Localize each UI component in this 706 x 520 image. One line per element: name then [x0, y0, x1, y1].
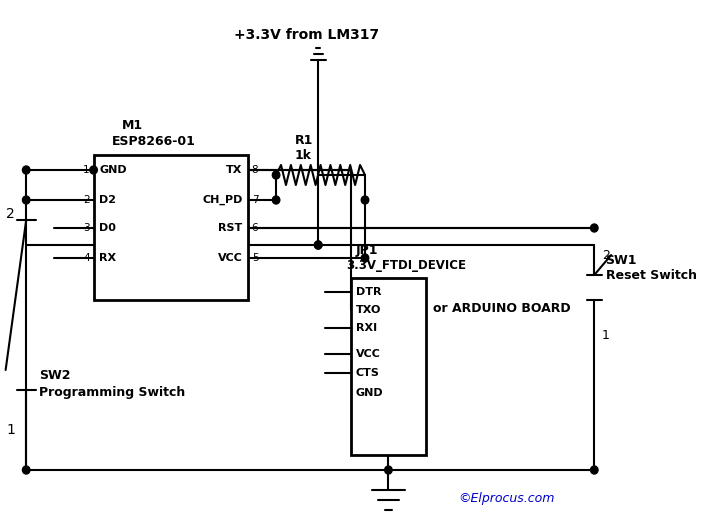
- Text: R1: R1: [295, 134, 313, 147]
- Text: RX: RX: [100, 253, 116, 263]
- Text: VCC: VCC: [356, 349, 381, 359]
- Text: or ARDUINO BOARD: or ARDUINO BOARD: [433, 302, 571, 315]
- Text: Reset Switch: Reset Switch: [606, 268, 697, 281]
- Circle shape: [590, 466, 598, 474]
- Text: SW1: SW1: [606, 254, 637, 267]
- Text: D0: D0: [100, 223, 116, 233]
- Text: +3.3V from LM317: +3.3V from LM317: [234, 28, 379, 42]
- Text: 3: 3: [83, 223, 90, 233]
- Text: ESP8266-01: ESP8266-01: [112, 135, 196, 148]
- Text: 8: 8: [252, 165, 258, 175]
- Circle shape: [385, 466, 392, 474]
- Text: 2: 2: [6, 207, 15, 221]
- Circle shape: [273, 171, 280, 179]
- Text: CTS: CTS: [356, 368, 380, 378]
- Text: VCC: VCC: [217, 253, 242, 263]
- Text: RST: RST: [218, 223, 242, 233]
- Circle shape: [23, 166, 30, 174]
- Text: D2: D2: [100, 195, 116, 205]
- Text: RXI: RXI: [356, 323, 377, 333]
- Text: 1k: 1k: [295, 149, 312, 162]
- Circle shape: [314, 241, 322, 249]
- Text: GND: GND: [100, 165, 127, 175]
- Text: TX: TX: [226, 165, 242, 175]
- Text: 5: 5: [252, 253, 258, 263]
- Text: JP1: JP1: [356, 243, 378, 256]
- Circle shape: [273, 196, 280, 204]
- Text: Programming Switch: Programming Switch: [40, 385, 186, 398]
- Text: TXO: TXO: [356, 305, 381, 315]
- Text: SW2: SW2: [40, 369, 71, 382]
- Text: 6: 6: [252, 223, 258, 233]
- Text: 4: 4: [83, 253, 90, 263]
- Bar: [94, 155, 248, 300]
- Circle shape: [23, 196, 30, 204]
- Circle shape: [361, 254, 369, 262]
- Text: ©Elprocus.com: ©Elprocus.com: [459, 491, 555, 504]
- Text: M1: M1: [121, 119, 143, 132]
- Text: 2: 2: [83, 195, 90, 205]
- Circle shape: [90, 166, 97, 174]
- Bar: [351, 278, 426, 455]
- Circle shape: [23, 466, 30, 474]
- Circle shape: [314, 241, 322, 249]
- Text: CH_PD: CH_PD: [202, 195, 242, 205]
- Text: 1: 1: [602, 329, 610, 342]
- Circle shape: [590, 224, 598, 232]
- Text: 3.3V_FTDI_DEVICE: 3.3V_FTDI_DEVICE: [346, 258, 466, 271]
- Text: GND: GND: [356, 388, 383, 398]
- Text: 1: 1: [6, 423, 15, 437]
- Circle shape: [361, 196, 369, 204]
- Text: 2: 2: [602, 249, 610, 262]
- Text: 1: 1: [83, 165, 90, 175]
- Text: 7: 7: [252, 195, 258, 205]
- Text: DTR: DTR: [356, 287, 381, 297]
